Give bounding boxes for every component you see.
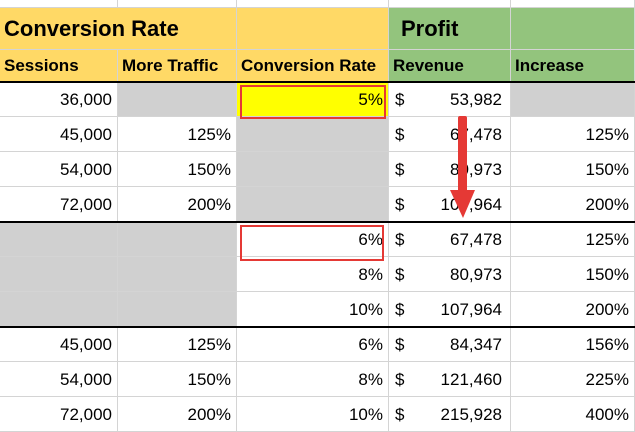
- cell[interactable]: [237, 0, 389, 8]
- revenue-cell[interactable]: $67,478: [389, 222, 511, 257]
- currency-symbol: $: [395, 160, 405, 179]
- cell[interactable]: [511, 8, 635, 50]
- currency-symbol: $: [395, 405, 405, 424]
- sessions-cell[interactable]: 72,000: [0, 187, 118, 222]
- sessions-cell[interactable]: 54,000: [0, 152, 118, 187]
- more-traffic-cell[interactable]: [118, 222, 237, 257]
- revenue-cell[interactable]: $84,347: [389, 327, 511, 362]
- currency-symbol: $: [395, 370, 405, 389]
- sessions-cell[interactable]: 72,000: [0, 397, 118, 432]
- revenue-cell[interactable]: $215,928: [389, 397, 511, 432]
- cell[interactable]: [237, 8, 389, 50]
- header-conversion-rate[interactable]: Conversion Rate: [237, 50, 389, 82]
- more-traffic-cell[interactable]: 200%: [118, 187, 237, 222]
- conversion-rate-cell[interactable]: 5%: [237, 82, 389, 117]
- more-traffic-cell[interactable]: [118, 82, 237, 117]
- more-traffic-cell[interactable]: 150%: [118, 152, 237, 187]
- conversion-rate-cell[interactable]: 10%: [237, 397, 389, 432]
- conversion-rate-cell[interactable]: 8%: [237, 257, 389, 292]
- revenue-cell[interactable]: $80,973: [389, 257, 511, 292]
- table-divider: [0, 81, 635, 83]
- sessions-cell[interactable]: [0, 292, 118, 327]
- header-more-traffic[interactable]: More Traffic: [118, 50, 237, 82]
- cell[interactable]: [389, 0, 511, 8]
- revenue-cell[interactable]: $53,982: [389, 82, 511, 117]
- revenue-amount: 107,964: [440, 300, 502, 319]
- increase-cell[interactable]: 225%: [511, 362, 635, 397]
- currency-symbol: $: [395, 335, 405, 354]
- currency-symbol: $: [395, 265, 405, 284]
- cell[interactable]: [511, 0, 635, 8]
- header-sessions[interactable]: Sessions: [0, 50, 118, 82]
- sessions-cell[interactable]: 45,000: [0, 117, 118, 152]
- more-traffic-cell[interactable]: [118, 292, 237, 327]
- increase-cell[interactable]: 156%: [511, 327, 635, 362]
- increase-cell[interactable]: 200%: [511, 187, 635, 222]
- sessions-cell[interactable]: [0, 257, 118, 292]
- table-divider: [0, 221, 635, 223]
- cell[interactable]: [0, 0, 118, 8]
- conversion-rate-cell[interactable]: 10%: [237, 292, 389, 327]
- revenue-cell[interactable]: $107,964: [389, 292, 511, 327]
- sessions-cell[interactable]: 54,000: [0, 362, 118, 397]
- revenue-amount: 80,973: [450, 265, 502, 284]
- header-increase[interactable]: Increase: [511, 50, 635, 82]
- conversion-rate-cell[interactable]: [237, 117, 389, 152]
- more-traffic-cell[interactable]: 125%: [118, 327, 237, 362]
- more-traffic-cell[interactable]: 125%: [118, 117, 237, 152]
- revenue-amount: 67,478: [450, 230, 502, 249]
- sessions-cell[interactable]: 36,000: [0, 82, 118, 117]
- currency-symbol: $: [395, 230, 405, 249]
- conversion-rate-cell[interactable]: 6%: [237, 222, 389, 257]
- increase-cell[interactable]: [511, 82, 635, 117]
- currency-symbol: $: [395, 195, 405, 214]
- more-traffic-cell[interactable]: [118, 257, 237, 292]
- increase-cell[interactable]: 400%: [511, 397, 635, 432]
- increase-cell[interactable]: 200%: [511, 292, 635, 327]
- more-traffic-cell[interactable]: 200%: [118, 397, 237, 432]
- sessions-cell[interactable]: [0, 222, 118, 257]
- increase-cell[interactable]: 150%: [511, 152, 635, 187]
- conversion-rate-cell[interactable]: [237, 187, 389, 222]
- more-traffic-cell[interactable]: 150%: [118, 362, 237, 397]
- conversion-rate-title[interactable]: Conversion Rate: [0, 8, 237, 50]
- revenue-cell[interactable]: $121,460: [389, 362, 511, 397]
- revenue-amount: 121,460: [440, 370, 502, 389]
- revenue-amount: 53,982: [450, 90, 502, 109]
- down-arrow-annotation-icon: [450, 116, 475, 218]
- increase-cell[interactable]: 125%: [511, 222, 635, 257]
- cell[interactable]: [118, 0, 237, 8]
- profit-title[interactable]: Profit: [389, 8, 511, 50]
- header-revenue[interactable]: Revenue: [389, 50, 511, 82]
- table-divider: [0, 326, 635, 328]
- currency-symbol: $: [395, 125, 405, 144]
- currency-symbol: $: [395, 300, 405, 319]
- sessions-cell[interactable]: 45,000: [0, 327, 118, 362]
- revenue-amount: 84,347: [450, 335, 502, 354]
- currency-symbol: $: [395, 90, 405, 109]
- increase-cell[interactable]: 150%: [511, 257, 635, 292]
- conversion-rate-cell[interactable]: 6%: [237, 327, 389, 362]
- conversion-rate-cell[interactable]: 8%: [237, 362, 389, 397]
- conversion-rate-cell[interactable]: [237, 152, 389, 187]
- increase-cell[interactable]: 125%: [511, 117, 635, 152]
- revenue-amount: 215,928: [440, 405, 502, 424]
